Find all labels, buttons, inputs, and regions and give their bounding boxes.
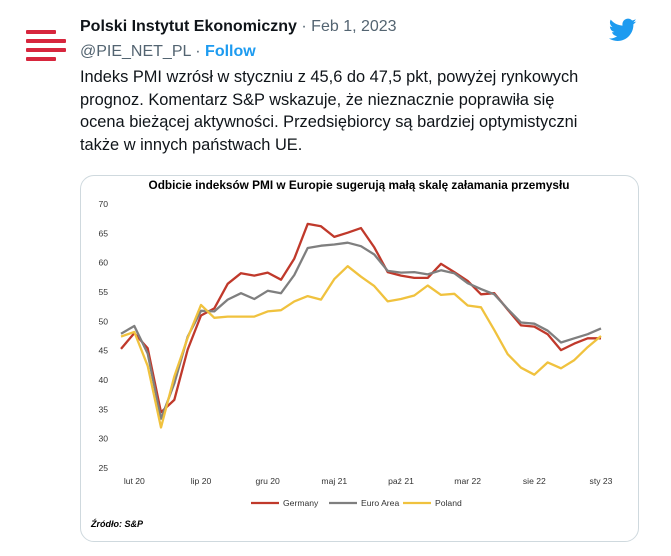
series-line-germany [120,222,601,414]
legend-label: Poland [435,498,462,508]
y-tick-label: 25 [98,463,108,473]
x-tick-label: sty 23 [590,476,613,486]
legend-label: Germany [283,498,319,508]
y-tick-label: 65 [98,228,108,238]
y-tick-label: 35 [98,404,108,414]
y-tick-label: 30 [98,434,108,444]
y-tick-label: 50 [98,316,108,326]
x-tick-label: paź 21 [388,476,414,486]
separator-dot: · [301,18,307,35]
chart-legend: Germany Euro Area Poland [251,498,462,508]
chart-source: Źródło: S&P [90,519,144,529]
x-axis: lut 20 lip 20 gru 20 maj 21 paź 21 mar 22 sie … [124,476,613,486]
media-card[interactable]: Odbicie indeksów PMI w Europie sugerują … [80,175,639,542]
x-tick-label: gru 20 [255,476,280,486]
tweet-text: Indeks PMI wzrósł w styczniu z 45,6 do 4… [80,68,579,154]
x-tick-label: lip 20 [191,476,212,486]
y-tick-label: 45 [98,346,108,356]
follow-button[interactable]: Follow [205,43,256,60]
y-tick-label: 55 [98,287,108,297]
twitter-bird-icon[interactable] [609,16,637,44]
author-name[interactable]: Polski Instytut Ekonomiczny [80,18,297,35]
pmi-line-chart: Odbicie indeksów PMI w Europie sugerują … [90,178,613,529]
series-lines [120,222,602,429]
avatar[interactable] [22,24,68,70]
x-tick-label: lut 20 [124,476,145,486]
legend-label: Euro Area [361,498,399,508]
tweet-header: Polski Instytut Ekonomiczny · Feb 1, 202… [80,16,397,38]
series-line-poland [120,265,602,429]
x-tick-label: mar 22 [454,476,481,486]
series-line-euro-area [120,241,602,420]
tweet-date[interactable]: Feb 1, 2023 [311,18,397,35]
author-handle[interactable]: @PIE_NET_PL [80,43,191,60]
y-tick-label: 60 [98,258,108,268]
handle-row: @PIE_NET_PL · Follow [80,41,256,63]
y-tick-label: 40 [98,375,108,385]
x-tick-label: maj 21 [321,476,347,486]
separator-dot: · [195,43,201,60]
x-tick-label: sie 22 [523,476,546,486]
y-axis: 25 30 35 40 45 50 55 60 65 70 [98,199,108,473]
chart-title: Odbicie indeksów PMI w Europie sugerują … [149,178,570,192]
y-tick-label: 70 [98,199,108,209]
